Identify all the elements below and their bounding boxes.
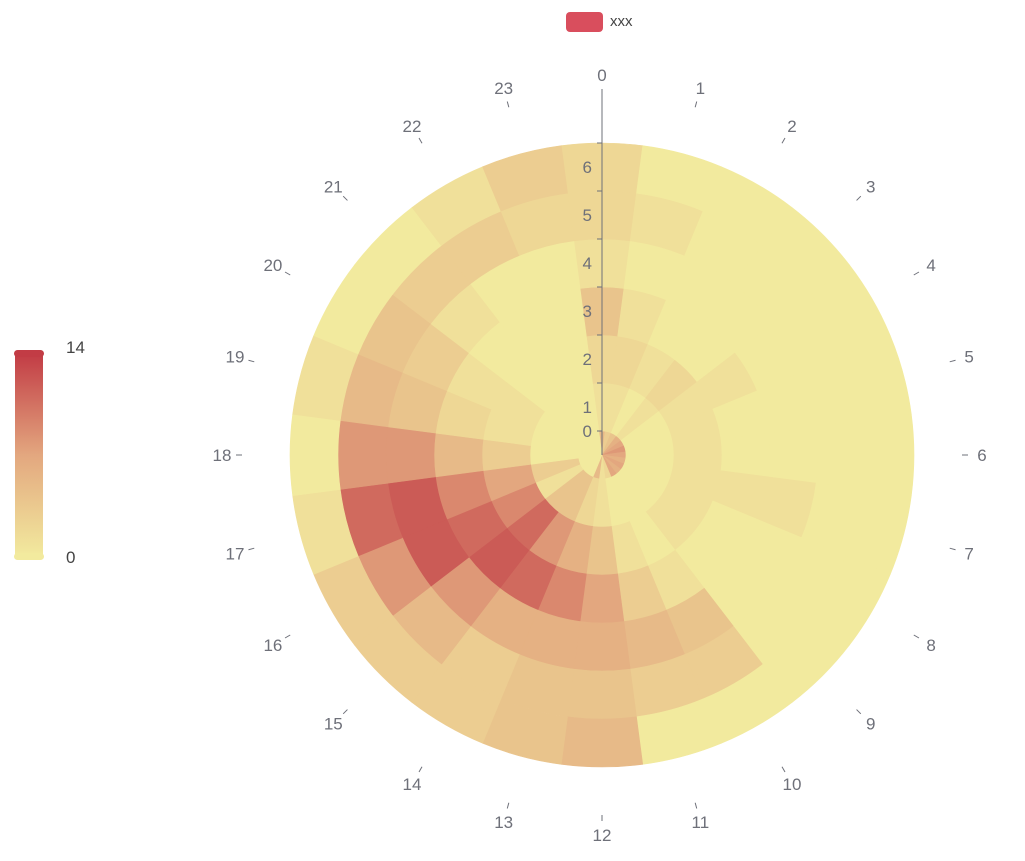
angle-tick bbox=[857, 710, 861, 714]
angle-tick-label: 20 bbox=[263, 256, 282, 275]
angle-tick-label: 9 bbox=[866, 715, 875, 734]
angle-tick-label: 2 bbox=[787, 117, 796, 136]
angle-tick bbox=[248, 548, 254, 550]
angle-tick-label: 12 bbox=[593, 826, 612, 845]
legend-label[interactable]: xxx bbox=[610, 12, 633, 32]
angle-tick-label: 6 bbox=[977, 446, 986, 465]
heat-cell[interactable] bbox=[338, 421, 388, 490]
angle-tick bbox=[507, 101, 509, 107]
angle-tick-label: 5 bbox=[964, 348, 973, 367]
visual-map-handle-bottom[interactable] bbox=[14, 553, 44, 560]
angle-tick bbox=[782, 138, 785, 143]
heat-cell[interactable] bbox=[568, 669, 637, 719]
heat-cell[interactable] bbox=[574, 622, 630, 671]
angle-tick-label: 1 bbox=[696, 79, 705, 98]
angle-tick-label: 23 bbox=[494, 79, 513, 98]
visual-map-handle-top[interactable] bbox=[14, 350, 44, 357]
heat-cell[interactable] bbox=[769, 427, 818, 483]
angle-tick-label: 22 bbox=[403, 117, 422, 136]
angle-tick bbox=[507, 803, 509, 809]
angle-tick-label: 13 bbox=[494, 813, 513, 832]
angle-tick-label: 8 bbox=[926, 636, 935, 655]
visual-map-min-label: 0 bbox=[66, 548, 75, 568]
angle-tick-label: 11 bbox=[692, 813, 710, 832]
angle-tick bbox=[285, 272, 290, 275]
angle-tick bbox=[914, 272, 919, 275]
angle-tick-label: 21 bbox=[324, 177, 343, 196]
angle-tick bbox=[857, 196, 861, 200]
visual-map-bar[interactable] bbox=[14, 350, 44, 560]
heat-cell[interactable] bbox=[290, 414, 340, 495]
radius-tick-label: 3 bbox=[583, 302, 592, 321]
heat-cell[interactable] bbox=[561, 717, 642, 767]
radius-tick-label: 0 bbox=[583, 422, 592, 441]
heat-cell[interactable] bbox=[721, 433, 770, 477]
visual-map-max-label: 14 bbox=[66, 338, 85, 358]
angle-tick bbox=[950, 360, 956, 362]
radius-tick-label: 6 bbox=[583, 158, 592, 177]
heat-cell[interactable] bbox=[864, 414, 914, 495]
heat-cell[interactable] bbox=[580, 574, 624, 623]
angle-tick bbox=[950, 548, 956, 550]
heat-cell[interactable] bbox=[434, 433, 483, 477]
radius-tick-label: 5 bbox=[583, 206, 592, 225]
angle-tick bbox=[695, 101, 697, 107]
angle-tick-label: 0 bbox=[597, 66, 606, 85]
radius-tick-label: 1 bbox=[583, 398, 592, 417]
angle-tick bbox=[914, 635, 919, 638]
heat-cell[interactable] bbox=[386, 427, 435, 483]
angle-tick bbox=[782, 767, 785, 772]
radius-tick-label: 4 bbox=[583, 254, 592, 273]
heat-cell[interactable] bbox=[816, 421, 866, 490]
angle-tick-label: 10 bbox=[783, 775, 802, 794]
radius-tick-label: 2 bbox=[583, 350, 592, 369]
angle-tick bbox=[248, 360, 254, 362]
angle-tick-label: 16 bbox=[263, 636, 282, 655]
angle-tick-label: 18 bbox=[213, 446, 232, 465]
angle-tick-label: 17 bbox=[225, 544, 244, 563]
angle-tick-label: 7 bbox=[964, 544, 973, 563]
legend-swatch[interactable] bbox=[566, 12, 603, 32]
angle-tick bbox=[419, 138, 422, 143]
angle-tick-label: 14 bbox=[403, 775, 422, 794]
angle-tick bbox=[419, 767, 422, 772]
angle-tick-label: 3 bbox=[866, 177, 875, 196]
angle-tick-label: 4 bbox=[926, 256, 935, 275]
angle-tick bbox=[343, 710, 347, 714]
angle-tick bbox=[343, 196, 347, 200]
angle-tick bbox=[695, 803, 697, 809]
angle-tick bbox=[285, 635, 290, 638]
angle-tick-label: 19 bbox=[225, 348, 244, 367]
angle-tick-label: 15 bbox=[324, 715, 343, 734]
